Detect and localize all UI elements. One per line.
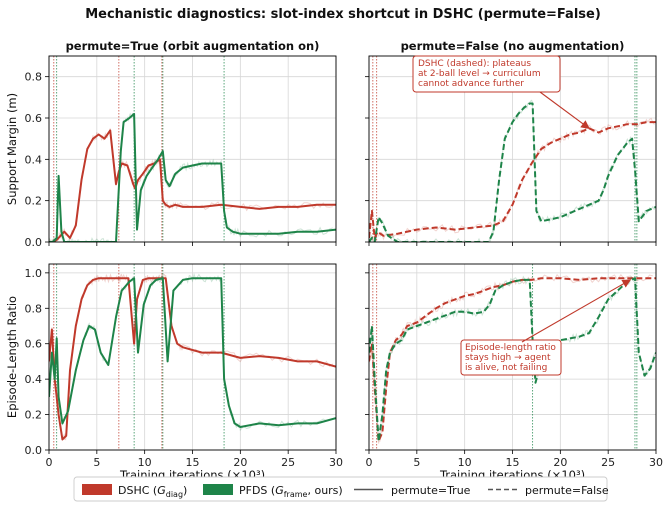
- x-tick-label: 5: [413, 456, 420, 469]
- legend-dshc-label: DSHC (Gdiag): [118, 484, 187, 499]
- x-tick-label: 30: [649, 456, 663, 469]
- legend-dshc-swatch: [82, 484, 112, 495]
- y-tick-label: 0.8: [25, 302, 43, 315]
- series-line-dshc: [369, 277, 656, 443]
- x-tick-label: 15: [186, 456, 200, 469]
- panel-title: permute=False (no augmentation): [401, 39, 625, 53]
- x-tick-label: 20: [553, 456, 567, 469]
- y-tick-label: 0.6: [25, 112, 43, 125]
- annotation-arrow-plateau: [539, 91, 590, 129]
- series-line-dshc: [369, 121, 656, 239]
- annotation-episode-line: is alive, not failing: [465, 363, 547, 373]
- y-tick-label: 0.6: [25, 338, 43, 351]
- x-tick-label: 5: [93, 456, 100, 469]
- series-raw-pfds: [49, 272, 333, 432]
- y-tick-label: 0.8: [25, 71, 43, 84]
- legend-solid-label: permute=True: [391, 484, 471, 497]
- panel-support-margin-permute-true: 0.0 0.2 0.4 0.6 0.8 permute=True (orbit augme…: [5, 39, 337, 249]
- annotation-plateau-line: cannot advance further: [418, 79, 524, 89]
- annotation-box-episode: [460, 339, 562, 376]
- plot-area: [49, 264, 336, 450]
- annotation-episode-line: stays high → agent: [465, 353, 551, 363]
- legend-dashed-label: permute=False: [525, 484, 609, 497]
- x-tick-label: 10: [458, 456, 472, 469]
- x-tick-label: 20: [233, 456, 247, 469]
- annotation-plateau-line: DSHC (dashed): plateaus: [418, 59, 531, 69]
- figure-suptitle: Mechanistic diagnostics: slot-index shor…: [85, 7, 601, 22]
- series-raw-pfds: [49, 112, 333, 242]
- series-line-pfds: [369, 102, 656, 242]
- series-raw-pfds: [369, 99, 655, 242]
- annotation-plateau-line: at 2-ball level → curriculum: [418, 69, 541, 79]
- y-tick-label: 1.0: [25, 267, 43, 280]
- series-raw-dshc: [369, 117, 655, 241]
- x-tick-label: 0: [46, 456, 53, 469]
- series-line-pfds: [369, 277, 656, 443]
- annotation-box-plateau: [412, 55, 561, 93]
- x-tick-label: 0: [366, 456, 373, 469]
- x-tick-label: 10: [138, 456, 152, 469]
- y-tick-label: 0.4: [25, 153, 43, 166]
- plot-area: [369, 56, 656, 242]
- y-tick-label: 0.2: [25, 195, 43, 208]
- legend-pfds-swatch: [203, 484, 233, 495]
- panel-title: permute=True (orbit augmentation on): [66, 39, 320, 53]
- annotation-episode-line: Episode-length ratio: [465, 343, 556, 353]
- y-tick-label: 0.0: [25, 444, 43, 457]
- y-tick-label: 0.2: [25, 409, 43, 422]
- annotation-arrow-episode: [521, 279, 632, 343]
- series-line-pfds: [49, 112, 336, 242]
- x-tick-label: 25: [281, 456, 295, 469]
- y-axis-label: Support Margin (m): [5, 93, 19, 205]
- plot-area: [49, 56, 336, 242]
- x-tick-label: 15: [506, 456, 520, 469]
- panel-episode-length-permute-true: 0 5 10 15 20 25 30 0.0 0.2 0.4 0.6 0.8 1.0 Episode-Le…: [5, 263, 343, 482]
- x-tick-label: 30: [329, 456, 343, 469]
- y-axis-label: Episode-Length Ratio: [5, 296, 19, 418]
- series-raw-dshc: [49, 128, 333, 242]
- series-line-pfds: [49, 277, 336, 428]
- y-tick-label: 0.0: [25, 236, 43, 249]
- x-tick-label: 25: [601, 456, 615, 469]
- legend: DSHC (Gdiag) PFDS (Gframe, ours) permute…: [73, 476, 609, 502]
- series-raw-dshc: [49, 273, 334, 441]
- y-tick-label: 0.4: [25, 373, 43, 386]
- legend-pfds-label: PFDS (Gframe, ours): [239, 484, 343, 499]
